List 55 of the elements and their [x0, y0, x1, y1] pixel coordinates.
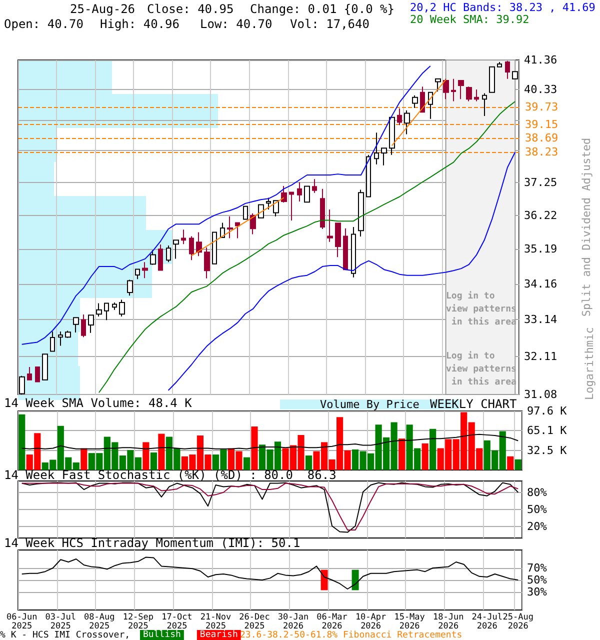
x-tick-label: 03-Jul 2025 [45, 612, 76, 632]
ref-line-label: 39.15 [525, 118, 558, 131]
x-tick-label: 08-Aug 2025 [84, 612, 115, 632]
y-tick-label: 41.36 [524, 54, 558, 66]
y-tick-label: 36.22 [524, 208, 558, 222]
x-tick-label: 30-Jan 2026 [278, 612, 309, 632]
text: Volume By Price [320, 398, 420, 411]
x-tick-label: 17-Oct 2025 [162, 612, 192, 632]
text: Low: 40.70 [200, 17, 272, 31]
y-tick-label: 31.08 [524, 388, 558, 401]
legend-title: % K - HCS IMI Crossover, [0, 630, 130, 640]
y-tick-label: 35.19 [524, 242, 558, 256]
chart-title: 14 Week HCS Intraday Momentum (IMI): 50.1 [4, 536, 300, 550]
y-axis-title: Split and Dividend Adjusted [580, 138, 593, 317]
y-tick-label: 32.11 [524, 350, 558, 363]
text: Vol: 17,640 [290, 17, 370, 31]
y-tick-label: 34.16 [524, 277, 558, 290]
x-tick-label: 10-Apr 2026 [355, 612, 386, 632]
text: Open: 40.70 [4, 17, 84, 31]
x-tick-label: 18-Jun 2026 [432, 612, 464, 632]
text: 25-Aug-26 [70, 2, 136, 16]
text: Logarithmic [583, 327, 596, 400]
x-tick-label: 06-Jun 2025 [6, 612, 38, 632]
y-tick-label: 80% [527, 486, 548, 499]
x-tick-label: 12-Sep 2025 [122, 612, 154, 632]
y-tick-label: 33.14 [524, 312, 558, 326]
ref-line-label: 38.23 [525, 146, 558, 159]
x-tick-label: 25-Aug 2026 [502, 612, 534, 632]
text: Change: 0.01 {0.0 %} [250, 2, 394, 16]
y-tick-label: 30% [527, 586, 548, 598]
y-tick-label: 37.25 [524, 176, 558, 190]
text: 20 Week SMA: 39.92 [410, 13, 530, 26]
text: 20,2 HC Bands: 38.23 , 41.69 [410, 1, 596, 14]
text: High: 40.96 [100, 17, 180, 31]
x-tick-label: 21-Nov 2025 [200, 612, 232, 632]
y-tick-label: 65.1 K [527, 424, 568, 438]
chart-title: 14 Week Fast Stochastic (%K) (%D) : 80.0 86.3 [4, 468, 336, 482]
chart-title: 14 Week SMA Volume: 48.4 K [4, 396, 193, 410]
ref-line-label: 39.73 [525, 100, 558, 114]
y-tick-label: 50% [527, 574, 548, 586]
y-tick-label: 20% [527, 520, 548, 534]
y-tick-label: 97.6 K [527, 404, 568, 418]
y-tick-label: 50% [527, 503, 548, 516]
text: Close: 40.95 [147, 2, 234, 16]
text: Bearish [200, 630, 238, 640]
text: WEEKLY CHART [430, 397, 517, 411]
y-tick-label: 40.33 [524, 83, 558, 96]
y-tick-label: 32.5 K [527, 444, 568, 457]
text: Bullish [143, 630, 181, 640]
x-tick-label: 06-Mar 2026 [316, 612, 348, 632]
ref-line-label: 38.69 [525, 132, 558, 145]
y-tick-label: 70% [527, 562, 548, 574]
x-tick-label: 24-Jul 2026 [472, 612, 502, 632]
x-tick-label: 15-May 2026 [394, 612, 425, 632]
x-tick-label: 26-Dec 2025 [239, 612, 270, 632]
